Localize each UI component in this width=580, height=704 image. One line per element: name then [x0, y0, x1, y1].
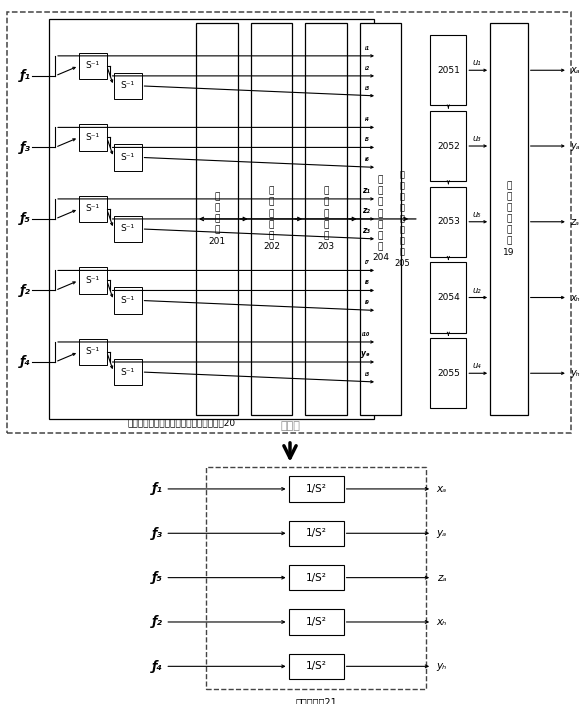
Bar [79, 196, 107, 222]
Text: ƒ₄: ƒ₄ [151, 660, 162, 673]
Text: ƒ₄: ƒ₄ [20, 356, 31, 368]
Bar [288, 477, 343, 501]
Text: 等效为: 等效为 [280, 421, 300, 431]
Text: ƒ₂: ƒ₂ [151, 615, 162, 629]
Text: u₁: u₁ [473, 58, 481, 68]
Text: 1/S²: 1/S² [306, 661, 327, 672]
Bar [114, 358, 142, 385]
Text: u₂: u₂ [473, 286, 481, 295]
Text: z₃: z₃ [362, 226, 370, 234]
Text: ƒ₃: ƒ₃ [151, 527, 162, 540]
Text: 复
合
被
控
对
象
19: 复 合 被 控 对 象 19 [503, 181, 514, 257]
Bar [114, 73, 142, 99]
Text: z₁: z₁ [362, 186, 370, 195]
Text: 2052: 2052 [437, 142, 460, 151]
Text: xₕ: xₕ [570, 292, 580, 303]
Text: ᵢ₅: ᵢ₅ [365, 134, 370, 143]
Text: 1/S²: 1/S² [306, 528, 327, 539]
Bar [196, 23, 238, 415]
Bar [490, 23, 528, 415]
Bar [288, 565, 343, 590]
Text: ᵢ₁: ᵢ₁ [365, 43, 370, 51]
Bar [79, 339, 107, 365]
Text: 基于粗集理论方法的模糊神经网络逆系统20: 基于粗集理论方法的模糊神经网络逆系统20 [128, 418, 236, 427]
Bar [114, 144, 142, 171]
Text: 决
策
表
属
性
约
简
204: 决 策 表 属 性 约 简 204 [372, 175, 389, 263]
Text: 1/S²: 1/S² [306, 572, 327, 583]
Text: yₐ: yₐ [437, 528, 447, 539]
Text: ᵢ₉: ᵢ₉ [365, 297, 370, 306]
Text: S⁻¹: S⁻¹ [86, 348, 100, 356]
Text: S⁻¹: S⁻¹ [86, 61, 100, 70]
Text: yₕ: yₕ [437, 661, 447, 672]
Text: zₐ: zₐ [437, 572, 447, 583]
Bar [430, 338, 466, 408]
Bar [430, 263, 466, 332]
Text: ᵢ₂: ᵢ₂ [365, 63, 370, 72]
Text: ᵢ₄: ᵢ₄ [365, 114, 370, 123]
Bar [288, 520, 343, 546]
Text: ᵢ₃: ᵢ₃ [365, 369, 370, 378]
Text: 2053: 2053 [437, 218, 460, 226]
Bar [114, 215, 142, 242]
Text: S⁻¹: S⁻¹ [86, 276, 100, 285]
Text: 数
据
与
处
理
203: 数 据 与 处 理 203 [317, 187, 335, 251]
Text: 伪线性系统21: 伪线性系统21 [295, 697, 337, 704]
Bar [305, 23, 347, 415]
Text: 构
成
决
策
表
202: 构 成 决 策 表 202 [263, 187, 280, 251]
Text: u₄: u₄ [473, 361, 481, 370]
Text: S⁻¹: S⁻¹ [86, 204, 100, 213]
Bar [79, 267, 107, 294]
Text: xₐ: xₐ [437, 484, 447, 494]
Bar [114, 287, 142, 314]
Text: 2055: 2055 [437, 369, 460, 378]
Text: yₔ: yₔ [361, 348, 370, 358]
Text: S⁻¹: S⁻¹ [121, 225, 135, 234]
Text: xₕ: xₕ [437, 617, 447, 627]
Text: ƒ₁: ƒ₁ [20, 70, 31, 82]
Text: u₃: u₃ [473, 134, 481, 143]
Text: z₂: z₂ [362, 206, 370, 215]
Text: ƒ₃: ƒ₃ [20, 141, 31, 154]
Text: zₐ: zₐ [570, 217, 579, 227]
Text: yₕ: yₕ [570, 368, 580, 378]
Text: 2054: 2054 [437, 293, 460, 302]
Text: 1/S²: 1/S² [306, 617, 327, 627]
Text: ƒ₅: ƒ₅ [20, 213, 31, 225]
Text: S⁻¹: S⁻¹ [121, 82, 135, 90]
Bar [79, 53, 107, 80]
Bar [7, 12, 571, 433]
Bar [360, 23, 401, 415]
Bar [206, 467, 426, 689]
Bar [49, 19, 374, 419]
Bar [430, 187, 466, 257]
Text: S⁻¹: S⁻¹ [86, 133, 100, 142]
Text: ᵢ₇: ᵢ₇ [365, 257, 370, 266]
Text: ᵢ₃: ᵢ₃ [365, 82, 370, 92]
Text: xₐ: xₐ [570, 65, 580, 75]
Text: 数
据
采
集
201: 数 据 采 集 201 [208, 192, 226, 246]
Text: 模
糊
神
经
网
络
训
练
205: 模 糊 神 经 网 络 训 练 205 [394, 170, 410, 268]
Text: ƒ₂: ƒ₂ [20, 284, 31, 297]
Bar [251, 23, 292, 415]
Text: 2051: 2051 [437, 65, 460, 75]
Bar [288, 653, 343, 679]
Bar [430, 35, 466, 106]
Text: ᵢ₆: ᵢ₆ [365, 154, 370, 163]
Text: S⁻¹: S⁻¹ [121, 296, 135, 305]
Bar [430, 111, 466, 181]
Bar [288, 609, 343, 635]
Text: S⁻¹: S⁻¹ [121, 153, 135, 162]
Text: ᵢ₈: ᵢ₈ [365, 277, 370, 287]
Text: yₐ: yₐ [570, 141, 580, 151]
Text: 1/S²: 1/S² [306, 484, 327, 494]
Text: u₅: u₅ [473, 210, 481, 219]
Bar [79, 124, 107, 151]
Text: ƒ₁: ƒ₁ [151, 482, 162, 496]
Text: ƒ₅: ƒ₅ [151, 571, 162, 584]
Text: ᵢ₁₀: ᵢ₁₀ [362, 329, 370, 338]
Text: S⁻¹: S⁻¹ [121, 367, 135, 377]
